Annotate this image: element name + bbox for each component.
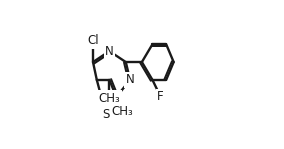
Text: S: S xyxy=(102,108,110,121)
Text: Cl: Cl xyxy=(87,34,99,47)
Text: N: N xyxy=(105,45,114,58)
Text: N: N xyxy=(126,73,134,86)
Text: CH₃: CH₃ xyxy=(111,105,133,118)
Text: CH₃: CH₃ xyxy=(99,92,120,105)
Text: F: F xyxy=(157,90,164,103)
